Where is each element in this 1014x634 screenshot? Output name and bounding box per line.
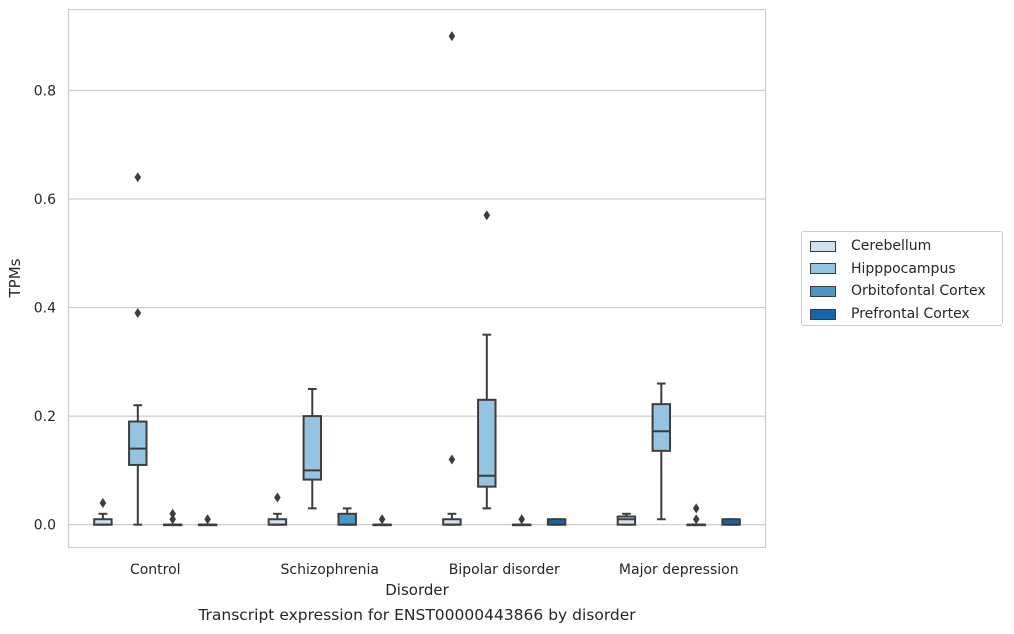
box-prefrontal-cortex	[372, 514, 392, 527]
box-cerebellum	[616, 512, 637, 526]
box-body	[337, 512, 357, 526]
x-tick-label: Schizophrenia	[281, 562, 379, 578]
outlier-point	[169, 508, 176, 519]
legend-swatch	[810, 263, 836, 275]
y-axis-label: TPMs	[6, 258, 24, 298]
outlier-point	[134, 307, 142, 318]
outlier-point	[169, 514, 176, 525]
box-prefrontal-cortex	[197, 514, 218, 527]
box-prefrontal-cortex	[721, 518, 741, 526]
outlier-point	[134, 172, 142, 183]
y-tick-labels: 0.0 0.2 0.4 0.6 0.8	[34, 83, 56, 533]
box-body	[302, 415, 323, 481]
outlier-point	[692, 514, 700, 525]
box-orbitofontal-cortex	[686, 503, 706, 527]
legend-label: Prefrontal Cortex	[851, 306, 970, 323]
boxes	[93, 31, 741, 527]
y-tick-label: 0.6	[34, 192, 56, 208]
legend-swatch	[810, 308, 836, 320]
outlier-point	[448, 31, 456, 42]
plot-frame	[67, 8, 767, 549]
box-orbitofontal-cortex	[162, 508, 183, 527]
outlier-point	[483, 210, 491, 221]
x-tick-label: Major depression	[619, 562, 739, 578]
outlier-point	[274, 492, 281, 503]
outlier-point	[518, 514, 525, 525]
box-cerebellum	[442, 31, 462, 526]
box-hipppocampus	[128, 172, 148, 526]
box-cerebellum	[267, 492, 288, 526]
box-orbitofontal-cortex	[337, 507, 357, 526]
legend-item: Orbitofontal Cortex	[810, 280, 1002, 303]
outlier-point	[448, 454, 456, 465]
legend-item: Cerebellum	[810, 235, 1002, 258]
legend-item: Hipppocampus	[810, 258, 1002, 281]
legend-label: Orbitofontal Cortex	[851, 283, 986, 300]
legend-swatch	[810, 240, 836, 252]
box-orbitofontal-cortex	[511, 514, 532, 527]
legend-label: Hipppocampus	[851, 260, 956, 277]
outlier-point	[99, 497, 107, 508]
x-tick-label: Control	[130, 562, 181, 578]
legend-item: Prefrontal Cortex	[810, 303, 1002, 326]
y-tick-label: 0.4	[34, 301, 56, 317]
box-hipppocampus	[651, 382, 672, 521]
outlier-point	[692, 503, 700, 514]
outlier-point	[204, 514, 211, 525]
x-tick-label: Bipolar disorder	[449, 562, 560, 578]
legend: Cerebellum Hipppocampus Orbitofontal Corte…	[801, 231, 1003, 326]
x-tick-labels: Control Schizophrenia Bipolar disorder Majo…	[130, 562, 739, 578]
y-tick-label: 0.0	[34, 518, 56, 534]
outlier-point	[378, 514, 386, 525]
box-hipppocampus	[302, 387, 323, 510]
box-hipppocampus	[477, 210, 497, 510]
figure-caption: Transcript expression for ENST0000044386…	[198, 606, 636, 624]
y-tick-label: 0.8	[34, 83, 56, 99]
box-body	[651, 403, 672, 452]
box-body	[477, 398, 497, 488]
y-tick-label: 0.2	[34, 409, 56, 425]
gridlines	[68, 89, 766, 526]
legend-swatch	[810, 285, 836, 297]
legend-label: Cerebellum	[851, 238, 932, 255]
box-cerebellum	[93, 497, 113, 526]
box-prefrontal-cortex	[546, 518, 567, 526]
box-body	[128, 420, 148, 466]
box-body	[616, 515, 637, 526]
x-axis-label: Disorder	[385, 581, 449, 599]
